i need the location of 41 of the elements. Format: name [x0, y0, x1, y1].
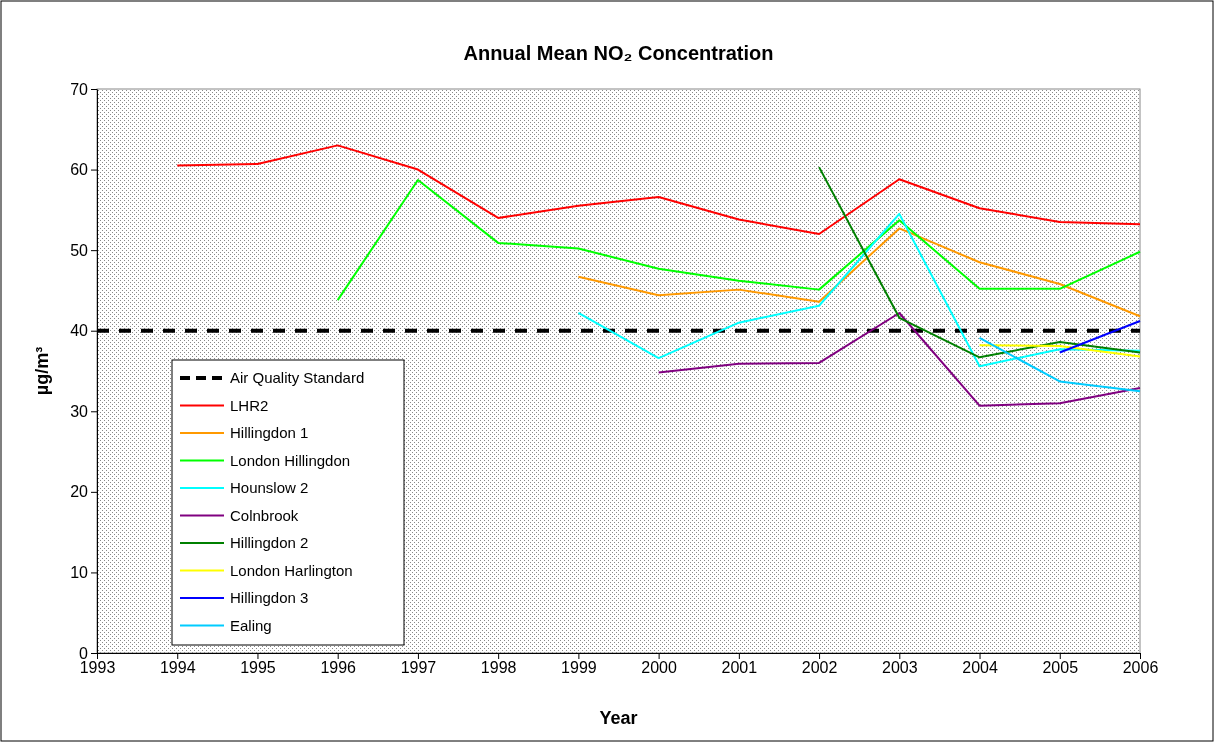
legend-label: Air Quality Standard — [230, 369, 365, 386]
y-tick-label: 30 — [70, 402, 89, 420]
legend-label: LHR2 — [230, 396, 269, 414]
x-tick-label: 1994 — [159, 659, 196, 677]
legend-label: Colnbrook — [230, 506, 299, 524]
y-tick-label: 40 — [70, 322, 89, 340]
legend-label: Hillingdon 3 — [230, 589, 309, 606]
legend-label: Ealing — [230, 616, 272, 634]
x-tick-label: 2005 — [1042, 659, 1079, 677]
y-tick-label: 0 — [79, 644, 89, 662]
x-tick-label: 1995 — [240, 659, 276, 677]
line-series — [336, 179, 1141, 302]
line-series — [577, 212, 1141, 368]
line-series — [176, 144, 1141, 236]
line-series — [657, 311, 1141, 407]
x-tick-label: 2006 — [1122, 659, 1159, 677]
legend-label: Hounslow 2 — [230, 479, 309, 496]
legend-label: Hillingdon 2 — [230, 534, 309, 551]
x-tick-label: 1999 — [561, 659, 597, 677]
line-series — [818, 166, 1141, 359]
y-tick-label: 20 — [70, 483, 89, 501]
x-tick-label: 1993 — [79, 659, 116, 677]
legend-label: London Hillingdon — [230, 451, 351, 469]
y-tick-label: 60 — [70, 161, 89, 179]
x-tick-label: 2001 — [721, 659, 758, 677]
x-tick-label: 1997 — [400, 659, 437, 677]
y-tick-label: 70 — [70, 80, 89, 98]
x-tick-label: 1996 — [320, 659, 357, 677]
x-axis-title: Year — [599, 708, 638, 728]
line-series — [577, 227, 1141, 318]
x-tick-label: 2003 — [882, 659, 918, 677]
chart-title: Annual Mean NO₂ Concentration — [463, 42, 774, 64]
y-axis-title: µg/m³ — [32, 346, 52, 396]
legend-label: London Harlington — [230, 561, 353, 579]
y-tick-label: 10 — [70, 564, 89, 582]
x-tick-label: 2000 — [641, 659, 678, 677]
y-tick-label: 50 — [70, 241, 89, 259]
x-tick-label: 2002 — [801, 659, 838, 677]
x-tick-label: 2004 — [962, 659, 998, 677]
legend-label: Hillingdon 1 — [230, 424, 309, 441]
x-tick-label: 1998 — [480, 659, 517, 677]
